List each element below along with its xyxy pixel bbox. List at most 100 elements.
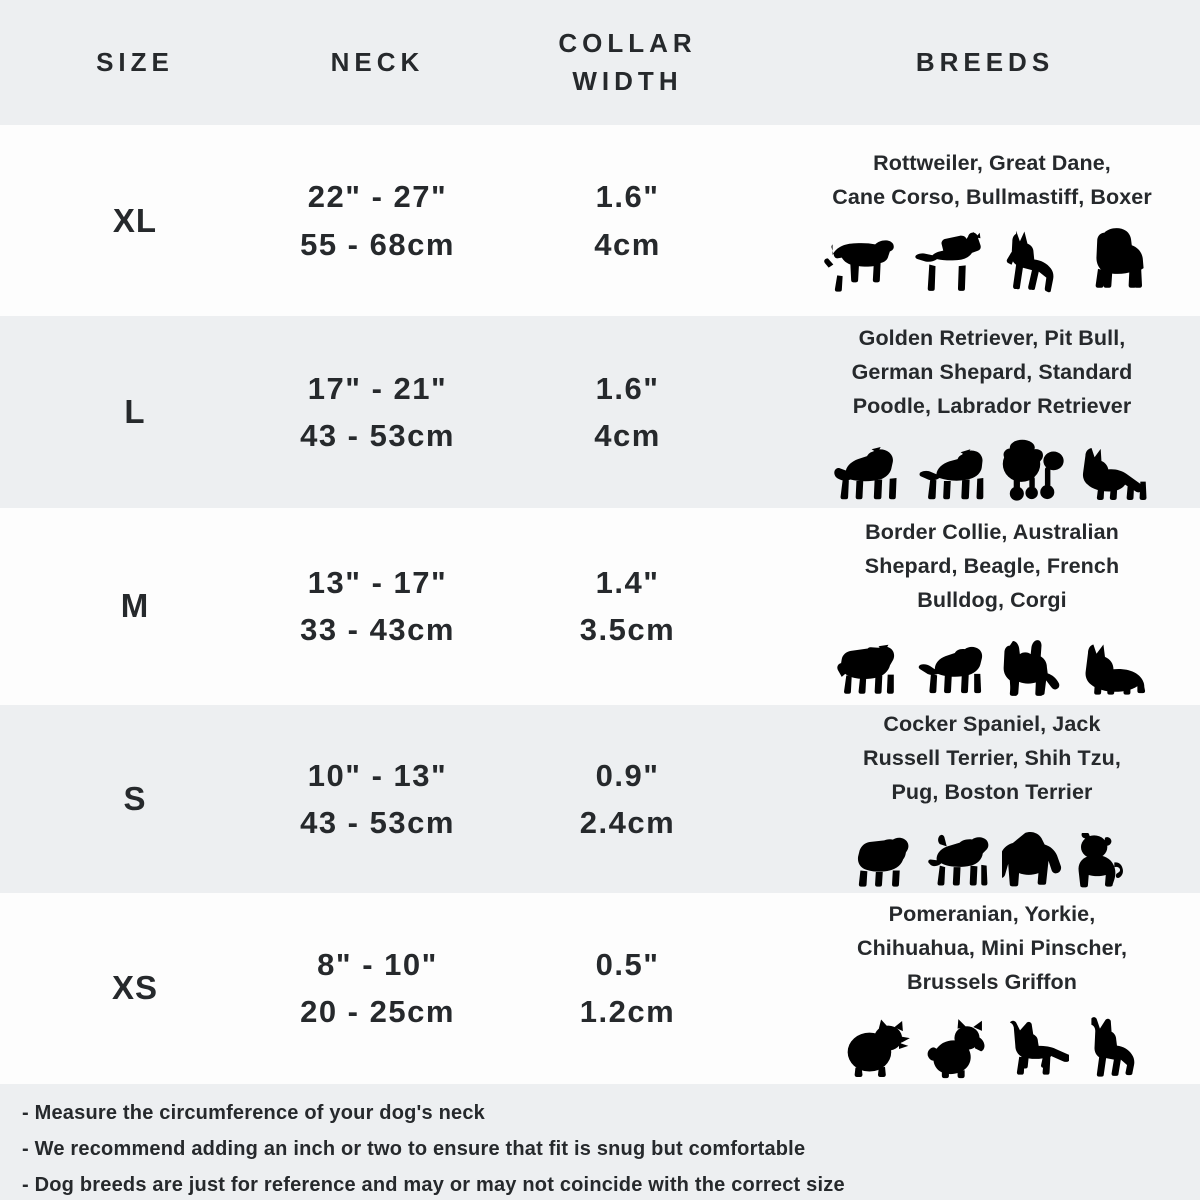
neck-inches: 22" - 27" [307,179,448,215]
labrador-silhouette-icon [919,449,984,499]
breeds-line: Pomeranian, Yorkie, [888,901,1096,926]
german-shepherd-silhouette-icon [1082,447,1147,500]
collar-width-cell: 0.9" 2.4cm [485,752,770,846]
neck-cm: 43 - 53cm [300,418,455,454]
collar-cm: 4cm [594,226,661,262]
neck-cell: 10" - 13" 43 - 53cm [270,752,485,846]
collar-width-cell: 1.6" 4cm [485,173,770,267]
french-bulldog-silhouette-icon [1003,640,1060,696]
breeds-text: Pomeranian, Yorkie, Chihuahua, Mini Pins… [857,898,1127,1000]
collar-inches: 1.4" [595,565,660,601]
notes-section: - Measure the circumference of your dog'… [0,1084,1200,1200]
breeds-line: Russell Terrier, Shih Tzu, [863,746,1121,771]
breeds-line: Chihuahua, Mini Pinscher, [856,935,1128,960]
table-header-row: SIZE NECK COLLAR WIDTH BREEDS [0,0,1200,125]
great-dane-silhouette-icon [915,232,981,291]
note-breeds-reference: - Dog breeds are just for reference and … [22,1174,845,1196]
table-row: XL 22" - 27" 55 - 68cm 1.6" 4cm Rottweil… [0,125,1200,317]
neck-cell: 13" - 17" 33 - 43cm [270,559,485,653]
table-row: M 13" - 17" 33 - 43cm 1.4" 3.5cm Border … [0,508,1200,705]
chihuahua-silhouette-icon [1009,1020,1069,1075]
table-row: XS 8" - 10" 20 - 25cm 0.5" 1.2cm Pomeran… [0,892,1200,1084]
size-cell: XL [0,202,270,240]
neck-cm: 55 - 68cm [300,226,455,262]
breeds-text: Border Collie, Australian Shepard, Beagl… [865,516,1119,618]
breeds-cell: Cocker Spaniel, Jack Russell Terrier, Sh… [770,708,1200,889]
doberman-silhouette-icon [1006,230,1054,293]
shih-tzu-silhouette-icon [1002,832,1062,887]
breeds-text: Rottweiler, Great Dane, Cane Corso, Bull… [832,147,1152,215]
border-collie-silhouette-icon [837,644,895,694]
pomeranian-silhouette-icon [847,1019,910,1077]
breed-silhouettes [823,222,1161,294]
breed-silhouettes [848,817,1136,889]
bullmastiff-silhouette-icon [1095,228,1144,288]
neck-cm: 43 - 53cm [300,804,455,840]
breeds-line: Rottweiler, Great Dane, [873,151,1111,176]
corgi-silhouette-icon [1085,644,1146,695]
size-label: L [124,393,146,431]
breed-silhouettes [843,1007,1141,1079]
rottweiler-silhouette-icon [824,240,894,292]
collar-cm: 4cm [594,418,661,454]
breeds-line: Brussels Griffon [906,969,1078,994]
neck-cm: 33 - 43cm [300,612,455,648]
breeds-cell: Border Collie, Australian Shepard, Beagl… [770,516,1200,697]
beagle-silhouette-icon [918,646,983,694]
size-cell: XS [0,969,270,1007]
breeds-line: Bulldog, Corgi [917,587,1067,612]
neck-cell: 8" - 10" 20 - 25cm [270,941,485,1035]
collar-cm: 1.2cm [579,994,676,1030]
yorkie-silhouette-icon [927,1018,985,1078]
breeds-line: Golden Retriever, Pit Bull, [858,325,1126,350]
poodle-silhouette-icon [1002,439,1064,501]
collar-inches: 1.6" [595,179,660,215]
collar-cm: 3.5cm [579,612,676,648]
table-row: L 17" - 21" 43 - 53cm 1.6" 4cm Golden Re… [0,316,1200,509]
column-header-breeds: BREEDS [915,46,1055,77]
breeds-line: Border Collie, Australian [865,520,1119,545]
collar-inches: 1.6" [595,371,660,407]
breeds-line: German Shepard, Standard [851,359,1133,384]
neck-cm: 20 - 25cm [300,994,455,1030]
collar-width-cell: 0.5" 1.2cm [485,941,770,1035]
column-header-size: SIZE [96,46,174,77]
breeds-line: Cocker Spaniel, Jack [883,712,1101,737]
note-add-inch: - We recommend adding an inch or two to … [22,1138,806,1160]
size-label: XL [112,201,158,239]
size-label: M [120,587,150,625]
breeds-text: Golden Retriever, Pit Bull, German Shepa… [852,322,1133,424]
column-header-collar-line1: COLLAR [558,27,697,58]
size-label: XS [111,969,159,1007]
size-label: S [123,779,147,817]
pug-silhouette-icon [1078,833,1123,888]
size-cell: M [0,587,270,625]
breeds-line: Cane Corso, Bullmastiff, Boxer [832,185,1152,210]
breed-silhouettes [831,625,1153,697]
breeds-line: Poodle, Labrador Retriever [852,393,1132,418]
neck-inches: 10" - 13" [307,757,448,793]
golden-retriever-silhouette-icon [834,446,897,499]
mini-pinscher-silhouette-icon [1091,1016,1135,1077]
neck-cell: 22" - 27" 55 - 68cm [270,173,485,267]
column-header-collar-line2: WIDTH [572,65,683,96]
column-header-collar-width: COLLAR WIDTH [485,25,770,100]
collar-width-cell: 1.4" 3.5cm [485,559,770,653]
size-cell: S [0,780,270,818]
breeds-cell: Golden Retriever, Pit Bull, German Shepa… [770,322,1200,503]
cocker-spaniel-silhouette-icon [857,837,909,887]
breeds-text: Cocker Spaniel, Jack Russell Terrier, Sh… [863,708,1121,810]
neck-inches: 8" - 10" [317,947,438,983]
breeds-line: Pug, Boston Terrier [891,780,1093,805]
note-measure-circumference: - Measure the circumference of your dog'… [22,1102,485,1124]
neck-cell: 17" - 21" 43 - 53cm [270,365,485,459]
collar-inches: 0.9" [595,757,660,793]
size-cell: L [0,393,270,431]
breeds-line: Shepard, Beagle, French [864,554,1120,578]
breed-silhouettes [826,431,1158,503]
collar-width-cell: 1.6" 4cm [485,365,770,459]
collar-cm: 2.4cm [579,804,676,840]
jack-russell-silhouette-icon [928,835,989,886]
column-header-neck: NECK [330,46,425,77]
